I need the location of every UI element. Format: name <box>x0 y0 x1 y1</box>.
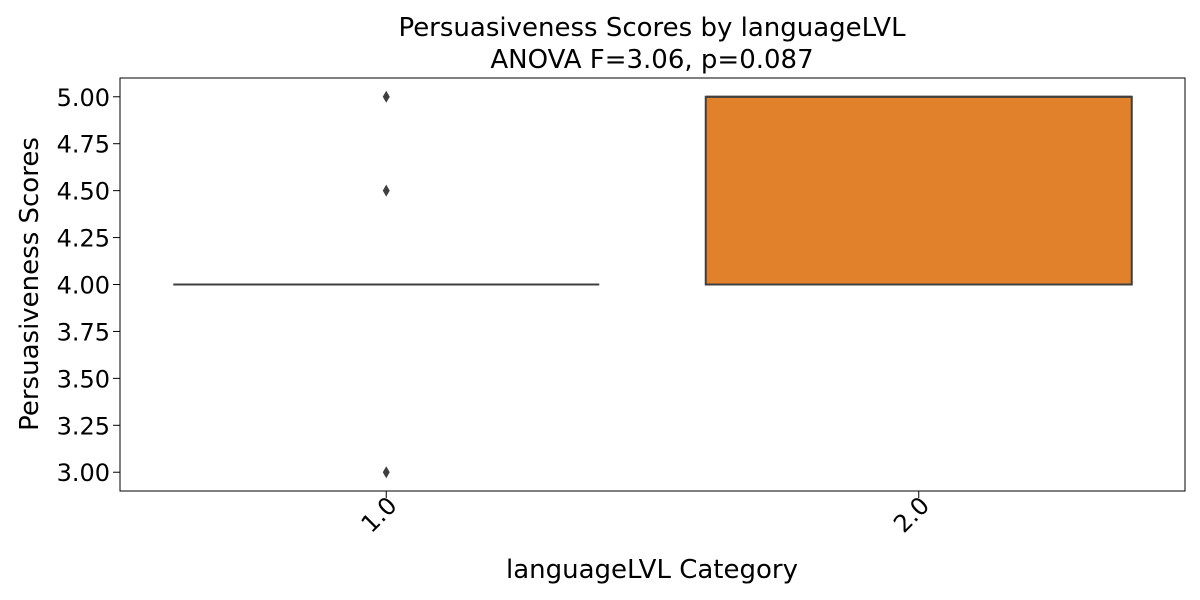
y-tick-label: 3.00 <box>57 459 110 487</box>
plot-area: 3.00 3.25 3.50 3.75 4.00 4.25 4.50 4.75 5.00 1.0 2… <box>57 77 1186 538</box>
y-tick-label: 3.75 <box>57 318 110 346</box>
y-tick-label: 4.25 <box>57 225 110 253</box>
outlier-point-1.0-2 <box>382 466 390 479</box>
y-tick-label: 3.50 <box>57 365 110 393</box>
box-2.0 <box>704 95 1133 286</box>
outlier-point-1.0-1 <box>382 184 390 197</box>
y-tick-label: 4.00 <box>57 272 110 300</box>
y-tick-label: 3.25 <box>57 412 110 440</box>
y-tick-label: 5.00 <box>57 84 110 112</box>
chart-subtitle: ANOVA F=3.06, p=0.087 <box>490 45 813 75</box>
x-tick-label: 1.0 <box>356 491 403 538</box>
chart-title: Persuasiveness Scores by languageLVL <box>398 13 906 43</box>
outlier-point-1.0-0 <box>382 90 390 103</box>
y-tick-label: 4.50 <box>57 178 110 206</box>
y-axis-label: Persuasiveness Scores <box>15 137 45 431</box>
y-tick-label: 4.75 <box>57 131 110 159</box>
x-axis-label: languageLVL Category <box>506 555 798 585</box>
x-tick-label: 2.0 <box>888 491 935 538</box>
